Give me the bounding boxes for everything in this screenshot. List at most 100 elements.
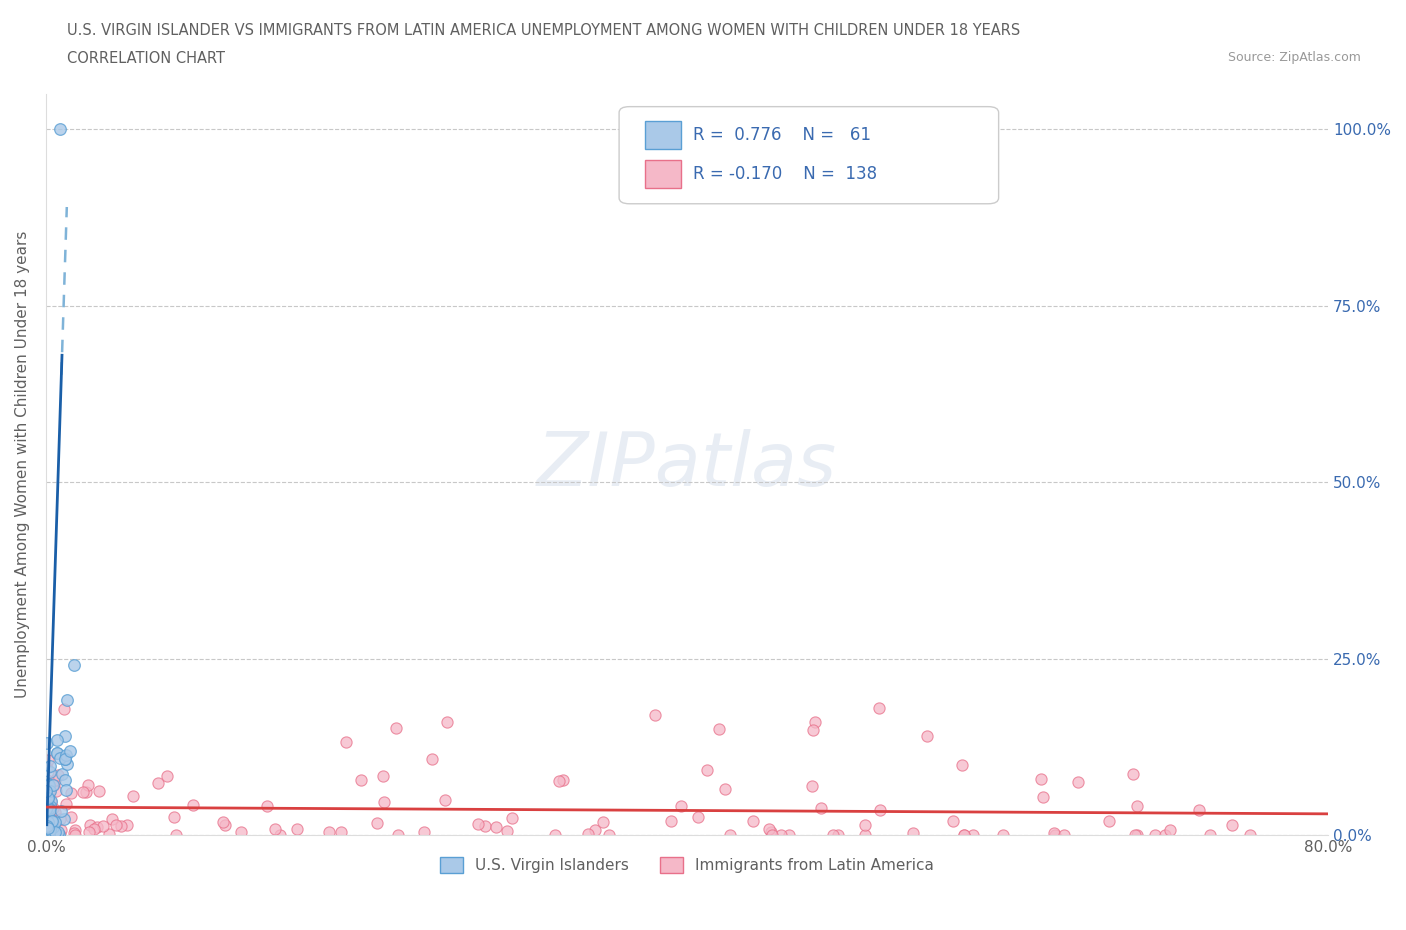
Text: U.S. VIRGIN ISLANDER VS IMMIGRANTS FROM LATIN AMERICA UNEMPLOYMENT AMONG WOMEN W: U.S. VIRGIN ISLANDER VS IMMIGRANTS FROM … [67, 23, 1021, 38]
Point [181, 798, 204, 813]
Point [35, 823, 58, 838]
Point [758, 821, 780, 836]
Point [35, 820, 58, 835]
Point [52, 701, 75, 716]
Y-axis label: Unemployment Among Women with Children Under 18 years: Unemployment Among Women with Children U… [15, 231, 30, 698]
Text: Source: ZipAtlas.com: Source: ZipAtlas.com [1227, 51, 1361, 64]
Point [37, 819, 59, 834]
Point [718, 828, 741, 843]
Point [37, 827, 59, 842]
Point [39, 784, 62, 799]
Point [329, 825, 352, 840]
Point [318, 825, 340, 840]
Point [60, 786, 83, 801]
Point [55, 748, 77, 763]
Point [485, 820, 508, 835]
Point [38, 821, 60, 836]
Point [942, 813, 965, 828]
Point [39, 818, 62, 833]
Point [49, 804, 72, 818]
Point [35, 800, 58, 815]
Point [38, 801, 60, 816]
Point [264, 821, 287, 836]
Point [1198, 828, 1220, 843]
Point [38, 828, 60, 843]
Point [598, 828, 620, 843]
Point [39, 822, 62, 837]
Point [853, 818, 876, 833]
Point [420, 752, 443, 767]
Point [1042, 826, 1064, 841]
Point [38, 812, 60, 827]
Point [37, 790, 59, 805]
Point [53, 773, 76, 788]
Point [962, 828, 984, 843]
Point [37, 811, 59, 826]
Point [35, 761, 58, 776]
Point [55, 782, 77, 797]
Point [115, 817, 138, 832]
Point [38, 777, 60, 792]
Point [104, 817, 127, 832]
Point [953, 828, 976, 843]
Point [77, 777, 100, 792]
Point [165, 828, 187, 843]
Point [1122, 767, 1144, 782]
Point [37, 815, 59, 830]
Point [60, 810, 83, 825]
Point [714, 782, 737, 797]
Point [761, 825, 783, 840]
Point [38, 785, 60, 800]
Point [1154, 828, 1177, 843]
Point [1159, 823, 1181, 838]
Point [37, 814, 59, 829]
Point [37, 802, 59, 817]
Point [72, 784, 94, 799]
Point [62, 826, 84, 841]
Point [285, 821, 308, 836]
Point [950, 758, 973, 773]
Point [592, 815, 614, 830]
Point [38, 801, 60, 816]
Point [38, 818, 60, 833]
Point [86, 819, 108, 834]
Point [583, 823, 606, 838]
Point [269, 828, 291, 843]
Point [83, 822, 105, 837]
Point [38, 803, 60, 817]
Point [110, 818, 132, 833]
Point [770, 828, 793, 843]
Point [413, 825, 436, 840]
Point [37, 752, 59, 767]
Text: R = -0.170    N =  138: R = -0.170 N = 138 [693, 166, 877, 183]
Point [39, 815, 62, 830]
Point [371, 768, 394, 783]
Point [1220, 818, 1243, 833]
Point [39, 794, 62, 809]
Point [41, 793, 63, 808]
Point [869, 803, 891, 817]
Point [37, 789, 59, 804]
Point [467, 817, 489, 831]
Point [162, 809, 184, 824]
Text: ZIPatlas: ZIPatlas [537, 429, 837, 500]
Point [49, 822, 72, 837]
Point [35, 824, 58, 839]
Point [868, 701, 890, 716]
Point [46, 767, 69, 782]
Point [37, 815, 59, 830]
Point [1032, 790, 1054, 804]
Point [373, 795, 395, 810]
Point [707, 722, 730, 737]
Point [37, 813, 59, 828]
Point [49, 827, 72, 842]
Point [53, 728, 76, 743]
FancyBboxPatch shape [645, 121, 681, 149]
Point [553, 772, 575, 787]
Point [75, 784, 97, 799]
Point [544, 828, 567, 843]
Point [44, 773, 66, 788]
Point [77, 825, 100, 840]
Point [853, 828, 876, 843]
Point [761, 828, 783, 843]
